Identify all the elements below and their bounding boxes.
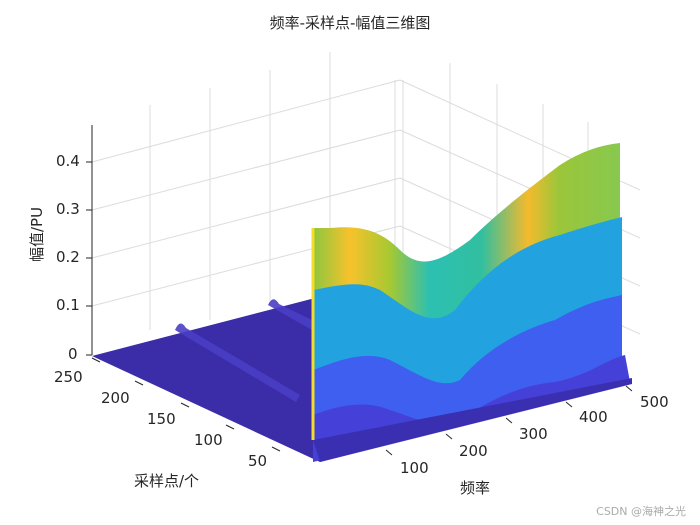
y-tick-label: 100	[194, 431, 223, 449]
y-tick-label: 150	[147, 410, 176, 428]
chart-title: 频率-采样点-幅值三维图	[269, 14, 431, 32]
x-tick-label: 200	[459, 442, 488, 460]
z-tick-label: 0.2	[56, 248, 80, 266]
z-tick-label: 0	[68, 345, 78, 363]
y-tick-label: 200	[101, 389, 130, 407]
y-axis-label: 采样点/个	[134, 472, 200, 490]
watermark: CSDN @海神之光	[596, 505, 686, 518]
y-tick-label: 50	[248, 452, 268, 470]
x-tick-label: 500	[640, 393, 669, 411]
z-tick-label: 0.1	[56, 296, 80, 314]
x-tick-label: 400	[579, 408, 608, 426]
x-tick-label: 300	[519, 425, 548, 443]
z-ticks	[86, 161, 92, 356]
axis-ticks	[91, 357, 633, 456]
x-axis-label: 频率	[460, 479, 491, 497]
z-tick-label: 0.4	[56, 152, 80, 170]
z-tick-label: 0.3	[56, 200, 80, 218]
y-tick-label: 250	[54, 368, 83, 386]
x-tick-label: 100	[400, 459, 429, 477]
z-axis-label: 幅值/PU	[28, 206, 46, 262]
